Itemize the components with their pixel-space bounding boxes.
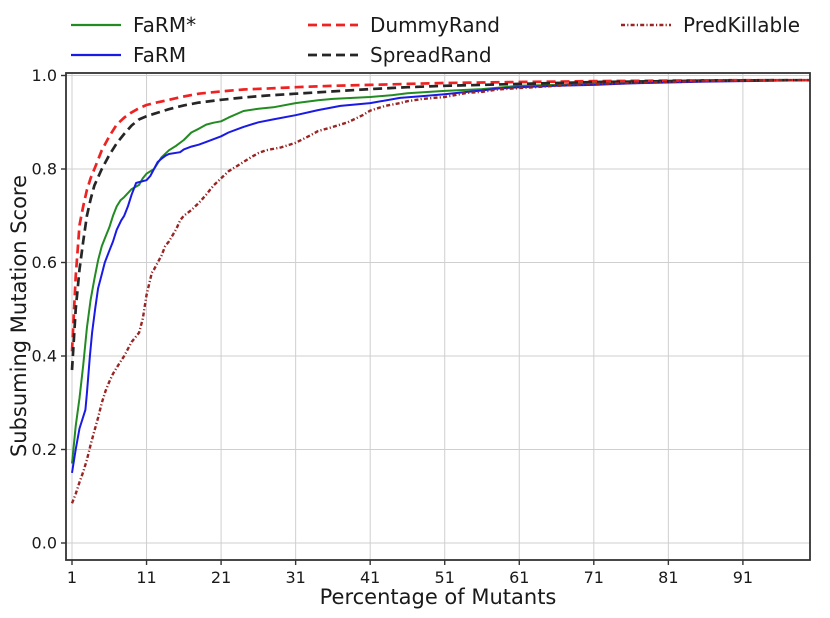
- legend-label: PredKillable: [683, 13, 801, 37]
- legend-item-dummyrand: DummyRand: [307, 11, 500, 39]
- dummyrand-line-icon: [308, 23, 358, 27]
- legend-item-farm: FaRM: [70, 41, 186, 69]
- svg-text:71: 71: [584, 568, 604, 587]
- spreadrand-line-icon: [308, 53, 358, 57]
- svg-text:41: 41: [360, 568, 380, 587]
- svg-text:0.6: 0.6: [32, 253, 57, 272]
- svg-text:51: 51: [435, 568, 455, 587]
- svg-text:1: 1: [67, 568, 77, 587]
- svg-text:0.2: 0.2: [32, 440, 57, 459]
- y-axis-label: Subsuming Mutation Score: [7, 174, 31, 458]
- predkillable-line-icon: [621, 23, 671, 27]
- svg-text:0.8: 0.8: [32, 160, 57, 179]
- svg-text:81: 81: [658, 568, 678, 587]
- legend-label: SpreadRand: [370, 43, 492, 67]
- legend-label: DummyRand: [370, 13, 500, 37]
- svg-text:21: 21: [211, 568, 231, 587]
- svg-text:91: 91: [733, 568, 753, 587]
- legend-label: FaRM: [133, 43, 187, 67]
- svg-text:11: 11: [136, 568, 156, 587]
- farm-line-icon: [71, 53, 121, 57]
- legend-label: FaRM*: [133, 13, 197, 37]
- farm-star-line-icon: [71, 23, 121, 27]
- legend-item-predkillable: PredKillable: [620, 11, 800, 39]
- svg-text:31: 31: [285, 568, 305, 587]
- svg-text:61: 61: [509, 568, 529, 587]
- svg-text:1.0: 1.0: [32, 66, 57, 85]
- svg-text:0.4: 0.4: [32, 347, 57, 366]
- x-axis-label: Percentage of Mutants: [319, 585, 557, 609]
- legend-item-farm-star: FaRM*: [70, 11, 196, 39]
- svg-text:0.0: 0.0: [32, 534, 57, 553]
- legend-item-spreadrand: SpreadRand: [307, 41, 492, 69]
